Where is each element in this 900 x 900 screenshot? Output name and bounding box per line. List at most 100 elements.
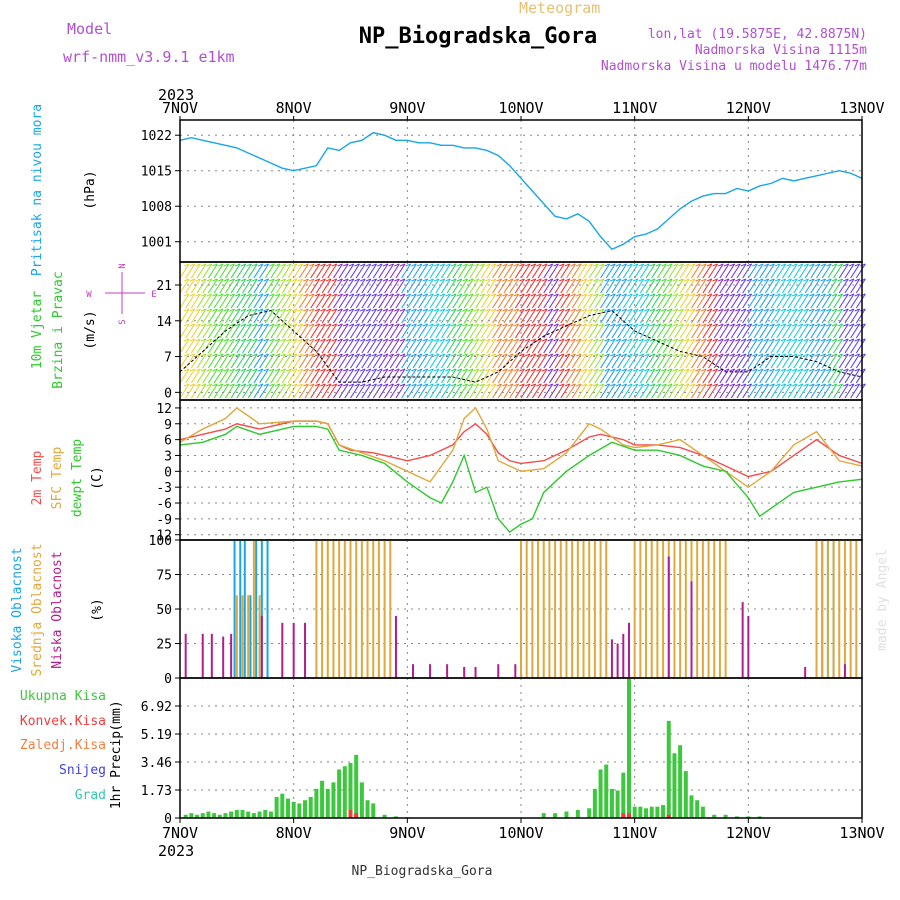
wind-barb-tick: [837, 353, 843, 357]
wind-barb-tick: [632, 323, 639, 327]
bottom-date-label: 13NOV: [839, 824, 884, 842]
wind-barb: [770, 323, 781, 339]
wind-barb-tick: [723, 323, 730, 327]
wind-barb: [338, 368, 349, 384]
wind-barb-tick: [342, 293, 349, 297]
wind-barb: [594, 278, 605, 294]
wind-barb: [230, 263, 241, 279]
wind-barb: [617, 368, 628, 384]
wind-barb: [497, 278, 508, 294]
wind-barb-tick: [644, 278, 650, 282]
precip-legend-conv: Konvek.Kisa: [20, 714, 106, 729]
wind-barb: [276, 353, 287, 369]
wind-barb-tick: [786, 278, 792, 282]
year-bottom: 2023: [158, 842, 194, 860]
wind-barb-tick: [564, 383, 570, 387]
wind-barb-tick: [274, 368, 281, 372]
wind-barb: [440, 278, 451, 294]
wind-barb-tick: [280, 263, 286, 267]
wind-barb-tick: [763, 263, 769, 267]
wind-barb-tick: [394, 338, 400, 342]
wind-barb: [571, 293, 582, 309]
wind-barb: [776, 383, 787, 399]
wind-barb: [617, 383, 628, 399]
wind-barb-tick: [729, 278, 735, 282]
wind-barb-tick: [621, 308, 627, 312]
wind-barb: [378, 293, 389, 309]
wind-barb: [264, 278, 275, 294]
wind-barb: [247, 263, 258, 279]
wind-barb-tick: [308, 278, 315, 282]
wind-barb: [736, 278, 747, 294]
wind-barb-tick: [507, 368, 514, 372]
wind-barb-tick: [422, 383, 428, 387]
precip-bar: [382, 814, 387, 818]
precip-legend-snow: Snijeg: [59, 763, 106, 778]
wind-barb-tick: [405, 308, 411, 312]
wind-barb-tick: [297, 368, 303, 372]
wind-barb-tick: [200, 308, 207, 312]
wind-barb-tick: [422, 263, 428, 267]
wind-barb-tick: [394, 263, 400, 267]
wind-barb: [543, 383, 554, 399]
precip-bar: [291, 801, 296, 818]
wind-barb: [423, 293, 434, 309]
wind-barb-tick: [689, 263, 696, 267]
wind-barb-tick: [541, 353, 548, 357]
wind-barb: [355, 368, 366, 384]
wind-barb: [446, 323, 457, 339]
wind-barb-tick: [524, 383, 531, 387]
wind-barb: [725, 278, 736, 294]
ytick-label: -12: [149, 529, 172, 544]
wind-barbs-field: [179, 263, 866, 399]
wind-barb-tick: [780, 368, 786, 372]
wind-barb: [310, 293, 321, 309]
wind-barb-tick: [547, 383, 553, 387]
wind-barb-tick: [655, 278, 661, 282]
wind-barb-tick: [229, 338, 235, 342]
wind-barb-tick: [530, 263, 536, 267]
wind-barb: [406, 278, 417, 294]
wind-barb-tick: [553, 368, 559, 372]
wind-barb-tick: [729, 383, 735, 387]
wind-barb: [543, 338, 554, 354]
wind-barb: [372, 338, 383, 354]
wind-barb-tick: [467, 323, 474, 327]
wind-barb-tick: [575, 308, 582, 312]
wind-barb-tick: [280, 308, 286, 312]
wind-barb: [548, 368, 559, 384]
clouds-bar: [304, 622, 307, 678]
wind-barb-tick: [621, 383, 627, 387]
wind-barb: [225, 323, 235, 339]
wind-barb-tick: [837, 263, 843, 267]
wind-barb-tick: [416, 278, 423, 282]
wind-barb-tick: [240, 323, 247, 327]
wind-barb-tick: [280, 293, 286, 297]
wind-barb-tick: [342, 323, 349, 327]
wind-barb-tick: [473, 293, 480, 297]
wind-barb-tick: [735, 368, 741, 372]
wind-barb-tick: [212, 293, 218, 297]
wind-barb-tick: [388, 278, 394, 282]
wind-barb-tick: [530, 323, 536, 327]
wind-barb-tick: [234, 278, 241, 282]
wind-barb-tick: [604, 278, 610, 282]
wind-barb: [287, 263, 298, 279]
wind-barb: [219, 278, 230, 294]
wind-barb-tick: [774, 323, 781, 327]
wind-barb: [253, 368, 264, 384]
wind-barb-tick: [678, 353, 684, 357]
wind-barb-tick: [632, 338, 639, 342]
wind-barb-tick: [547, 368, 553, 372]
wind-barb-tick: [797, 308, 803, 312]
clouds-bar: [338, 540, 341, 678]
wind-barb-tick: [189, 263, 195, 267]
wind-barb: [804, 323, 815, 339]
wind-barb: [520, 383, 531, 399]
wind-barb-tick: [797, 338, 803, 342]
wind-barb-tick: [331, 383, 337, 387]
wind-barb-tick: [240, 368, 247, 372]
wind-barb-tick: [303, 323, 309, 327]
wind-barb-tick: [308, 308, 315, 312]
wind-barb-tick: [547, 293, 553, 297]
